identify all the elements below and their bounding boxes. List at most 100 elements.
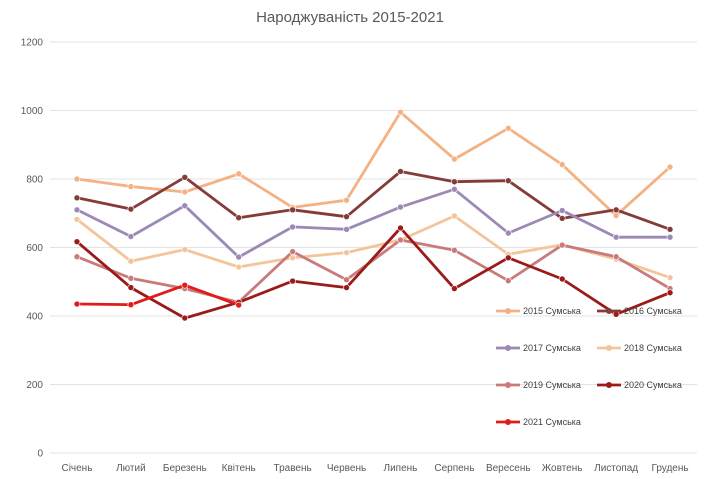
data-point (612, 233, 620, 241)
series-lines (73, 108, 674, 322)
legend-label: 2018 Сумська (624, 343, 682, 353)
data-point (343, 249, 350, 256)
series-5 (73, 224, 674, 322)
data-point (181, 246, 189, 253)
data-point (181, 314, 189, 322)
x-tick-label: Березень (163, 463, 207, 474)
series-line (75, 170, 672, 231)
x-tick-label: Листопад (594, 463, 638, 474)
data-point (235, 301, 243, 309)
series-line (75, 283, 241, 307)
legend-item: 2019 Сумська (496, 380, 581, 390)
data-point (451, 246, 458, 254)
data-point (127, 183, 135, 190)
data-point (558, 215, 566, 222)
data-point (397, 168, 404, 175)
data-point (289, 254, 296, 262)
y-tick-label: 800 (26, 175, 43, 186)
data-point (289, 248, 296, 255)
series-line (75, 214, 672, 280)
legend-label: 2020 Сумська (624, 380, 682, 390)
data-point (343, 276, 350, 283)
y-tick-label: 1200 (21, 38, 44, 49)
series-line (75, 110, 672, 218)
data-point (289, 277, 296, 285)
data-point (666, 226, 674, 233)
series-line (75, 226, 672, 320)
data-point (127, 301, 135, 308)
data-point (127, 257, 135, 265)
data-point (397, 224, 404, 232)
series-1 (73, 168, 674, 233)
data-point (235, 170, 243, 178)
y-tick-label: 200 (26, 380, 43, 391)
data-point (666, 274, 674, 281)
x-tick-label: Травень (274, 463, 312, 474)
x-axis-tick-labels: Січень Лютий Березень Квітень Травень Червень… (61, 463, 688, 474)
legend-marker (606, 308, 612, 314)
legend-label: 2019 Сумська (523, 380, 581, 390)
data-point (181, 173, 189, 181)
data-point (343, 284, 350, 291)
data-point (343, 196, 350, 204)
data-point (558, 161, 566, 168)
data-point (558, 275, 566, 283)
legend-label: 2016 Сумська (624, 306, 682, 316)
data-point (451, 212, 458, 220)
series-2 (73, 185, 674, 261)
legend-item: 2021 Сумська (496, 417, 581, 427)
y-tick-label: 400 (26, 312, 43, 323)
data-point (73, 206, 81, 214)
legend-label: 2021 Сумська (523, 417, 581, 427)
data-point (397, 108, 404, 116)
data-point (612, 212, 620, 219)
data-point (612, 253, 620, 261)
legend-label: 2015 Сумська (523, 306, 581, 316)
data-point (73, 175, 81, 183)
y-tick-label: 0 (37, 449, 43, 460)
legend-marker (606, 382, 612, 388)
gridlines (50, 41, 697, 454)
data-point (504, 254, 512, 262)
data-point (73, 238, 81, 245)
data-point (504, 177, 512, 185)
data-point (504, 229, 512, 237)
data-point (666, 233, 674, 241)
legend-item: 2016 Сумська (597, 306, 682, 316)
chart-title: Народжуваність 2015-2021 (256, 9, 444, 26)
legend-marker (505, 308, 511, 314)
data-point (181, 188, 189, 196)
y-tick-label: 600 (26, 243, 43, 254)
data-point (343, 213, 350, 220)
x-tick-label: Липень (384, 463, 418, 474)
data-point (235, 214, 243, 222)
legend-marker (505, 345, 511, 351)
data-point (181, 281, 189, 289)
data-point (451, 285, 458, 292)
data-point (343, 226, 350, 233)
data-point (289, 223, 296, 231)
data-point (73, 253, 81, 261)
x-tick-label: Червень (327, 463, 366, 474)
x-tick-label: Жовтень (542, 463, 583, 474)
legend-item: 2015 Сумська (496, 306, 581, 316)
legend: 2015 Сумська 2016 Сумська 2017 Сумська 2018… (496, 306, 682, 427)
legend-marker (505, 382, 511, 388)
legend-marker (505, 419, 511, 425)
data-point (451, 178, 458, 186)
data-point (397, 203, 404, 211)
data-point (181, 202, 189, 210)
data-point (73, 194, 81, 202)
data-point (558, 241, 566, 249)
data-point (504, 125, 512, 132)
data-point (612, 206, 620, 214)
x-tick-label: Квітень (222, 463, 256, 474)
x-tick-label: Серпень (434, 463, 474, 474)
legend-marker (606, 345, 612, 351)
legend-item: 2020 Сумська (597, 380, 682, 390)
data-point (504, 277, 512, 285)
data-point (666, 163, 674, 171)
data-point (451, 185, 458, 193)
data-point (127, 284, 135, 291)
